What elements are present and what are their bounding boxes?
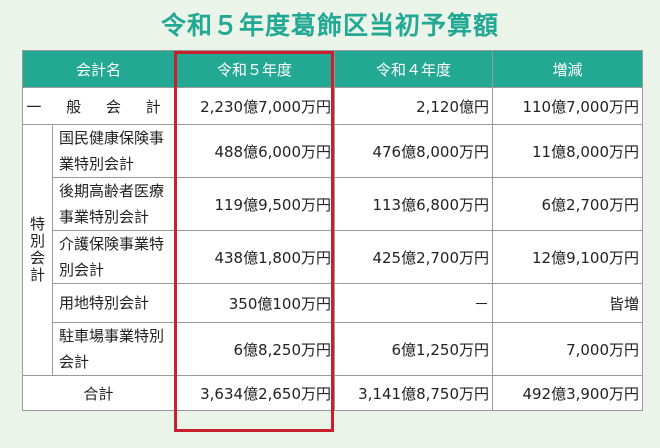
page-title: 令和５年度葛飾区当初予算額 [160,11,499,40]
cell-r4: － [334,283,494,323]
row-name: 合計 [21,375,176,411]
cell-diff: 7,000万円 [492,322,644,376]
row-name: 一 般 会 計 [21,87,176,125]
cell-r5: 3,634億2,650万円 [174,375,336,411]
row-name: 用地特別会計 [51,283,176,323]
table-row: 駐車場事業特別会計 6億8,250万円 6億1,250万円 7,000万円 [23,322,644,376]
cell-r5: 119億9,500万円 [174,177,336,231]
header-r5: 令和５年度 [174,50,336,88]
header-account-name: 会計名 [21,50,176,88]
special-accounts-label: 特別会計 [22,124,53,376]
cell-r4: 2,120億円 [334,87,494,125]
cell-r4: 476億8,000万円 [334,124,494,178]
cell-r4: 425億2,700万円 [334,230,494,284]
cell-r5: 6億8,250万円 [174,322,336,376]
row-name: 国民健康保険事業特別会計 [51,124,176,178]
row-name: 介護保険事業特別会計 [51,230,176,284]
cell-r4: 113億6,800万円 [334,177,494,231]
cell-diff: 11億8,000万円 [492,124,644,178]
header-r4: 令和４年度 [334,50,494,88]
budget-table: 会計名 令和５年度 令和４年度 増減 一 般 会 計 2,230億7,000万円… [21,50,644,411]
table-row: 後期高齢者医療事業特別会計 119億9,500万円 113億6,800万円 6億… [23,177,644,231]
cell-r5: 438億1,800万円 [174,230,336,284]
cell-r5: 488億6,000万円 [174,124,336,178]
cell-r4: 3,141億8,750万円 [334,375,494,411]
cell-diff: 110億7,000万円 [492,87,644,125]
table-row-total: 合計 3,634億2,650万円 3,141億8,750万円 492億3,900… [21,375,644,411]
header-row: 会計名 令和５年度 令和４年度 増減 [21,50,644,88]
row-name: 駐車場事業特別会計 [51,322,176,376]
header-diff: 増減 [492,50,644,88]
cell-diff: 皆増 [492,283,644,323]
table-row: 介護保険事業特別会計 438億1,800万円 425億2,700万円 12億9,… [23,230,644,284]
cell-diff: 492億3,900万円 [492,375,644,411]
table-row-general: 一 般 会 計 2,230億7,000万円 2,120億円 110億7,000万… [21,87,644,125]
table-row: 用地特別会計 350億100万円 － 皆増 [23,283,644,323]
cell-r5: 2,230億7,000万円 [174,87,336,125]
row-name: 後期高齢者医療事業特別会計 [51,177,176,231]
table-row: 特別会計 国民健康保険事業特別会計 488億6,000万円 476億8,000万… [22,124,644,376]
cell-diff: 12億9,100万円 [492,230,644,284]
cell-r4: 6億1,250万円 [334,322,494,376]
cell-r5: 350億100万円 [174,283,336,323]
cell-diff: 6億2,700万円 [492,177,644,231]
